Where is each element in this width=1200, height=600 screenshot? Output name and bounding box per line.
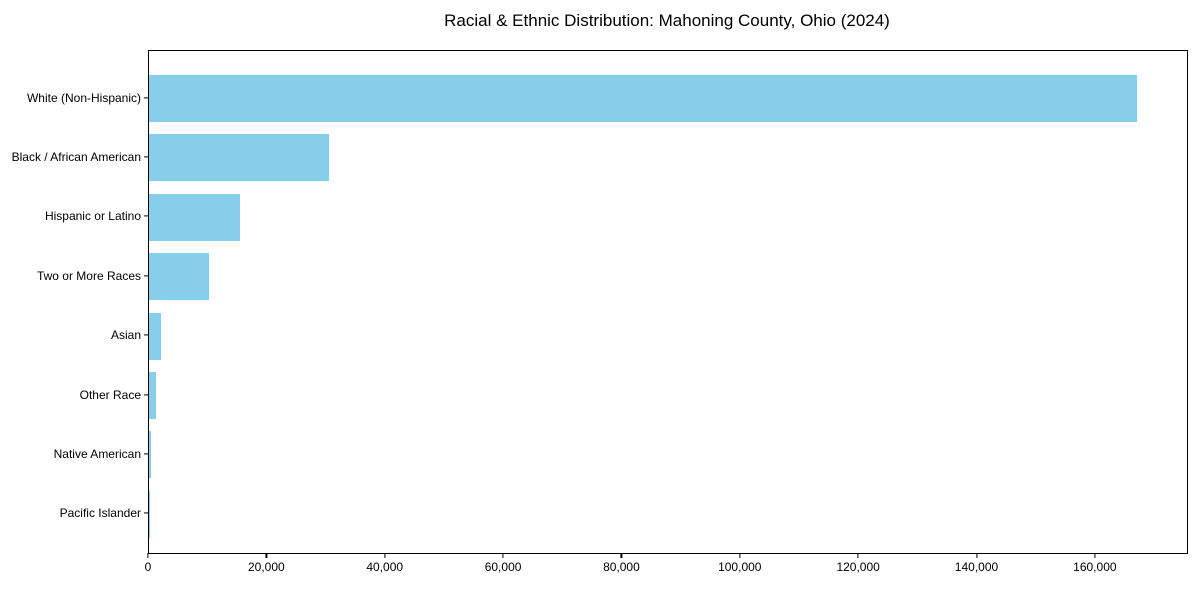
x-tick-mark <box>857 553 859 558</box>
x-tick-mark <box>975 553 978 558</box>
y-tick-mark <box>144 512 148 514</box>
y-tick-mark <box>144 215 148 217</box>
y-tick-label: Asian <box>110 328 141 343</box>
x-tick-label: 80,000 <box>603 560 640 574</box>
y-tick-label: Two or More Races <box>36 268 141 283</box>
x-tick-mark <box>502 553 504 558</box>
y-tick-mark <box>144 275 148 277</box>
x-tick-label: 100,000 <box>718 560 762 574</box>
chart-title: Racial & Ethnic Distribution: Mahoning C… <box>444 11 890 30</box>
plot-area <box>148 50 1188 554</box>
y-tick-label: Pacific Islander <box>59 506 141 521</box>
x-tick-label: 120,000 <box>836 560 880 574</box>
x-tick-label: 0 <box>144 560 152 574</box>
x-tick-mark <box>739 553 741 558</box>
y-tick-mark <box>144 156 148 158</box>
y-tick-label: Native American <box>53 446 141 461</box>
bar <box>149 372 156 419</box>
x-tick-label: 40,000 <box>366 560 404 574</box>
y-tick-mark <box>144 96 148 99</box>
bar <box>149 431 151 479</box>
x-tick-mark <box>147 553 149 558</box>
bar <box>149 75 1138 122</box>
x-tick-label: 20,000 <box>247 560 285 574</box>
x-tick-mark <box>384 553 386 558</box>
x-tick-mark <box>1094 553 1096 558</box>
x-tick-label: 160,000 <box>1073 560 1117 574</box>
bar <box>149 134 330 182</box>
y-tick-label: Black / African American <box>11 149 141 164</box>
bar <box>149 253 209 301</box>
x-tick-mark <box>265 553 267 558</box>
x-tick-label: 60,000 <box>484 560 522 574</box>
y-tick-mark <box>144 453 148 455</box>
y-tick-label: White (Non-Hispanic) <box>26 90 141 105</box>
bar <box>149 312 161 360</box>
y-tick-label: Other Race <box>79 387 141 402</box>
y-tick-mark <box>144 334 148 336</box>
y-tick-label: Hispanic or Latino <box>44 209 141 224</box>
y-tick-mark <box>144 393 148 396</box>
x-tick-mark <box>620 553 623 558</box>
bar <box>149 193 241 241</box>
x-tick-label: 140,000 <box>954 560 999 574</box>
